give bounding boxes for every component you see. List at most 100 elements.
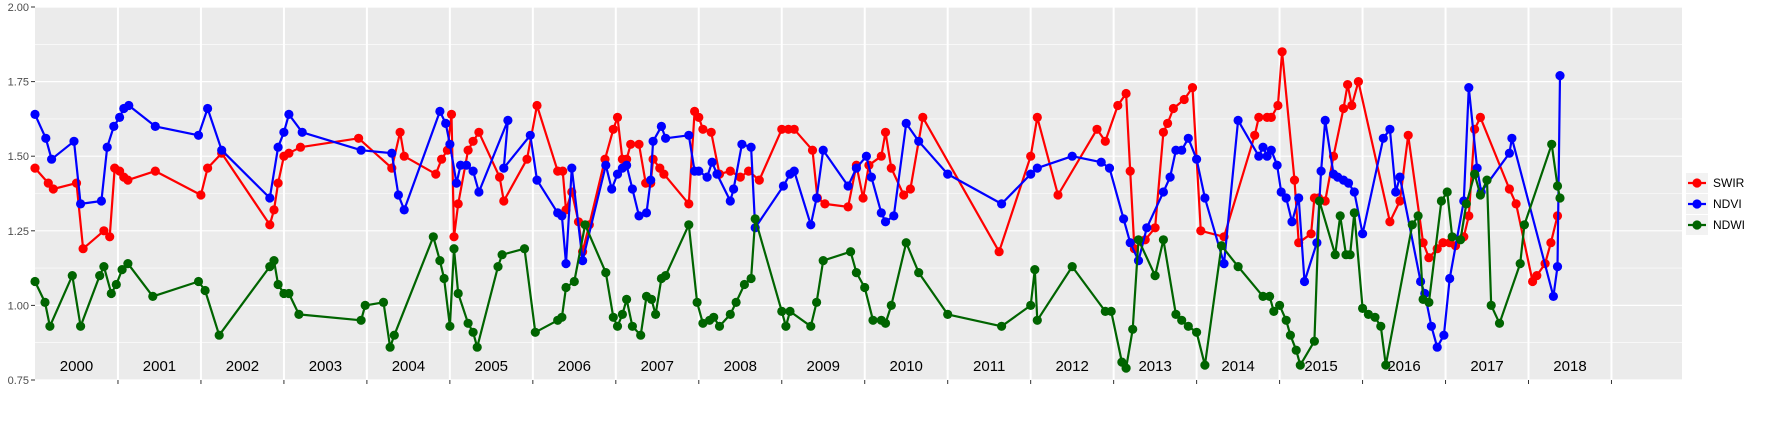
- data-point-ndwi: [1269, 306, 1279, 316]
- data-point-ndvi: [499, 163, 509, 173]
- data-point-ndvi: [1464, 83, 1474, 93]
- data-point-ndvi: [441, 118, 451, 128]
- year-label: 2007: [641, 358, 674, 375]
- data-point-ndvi: [627, 184, 638, 194]
- data-point-ndwi: [1177, 315, 1187, 325]
- data-point-swir: [1026, 151, 1036, 161]
- data-point-ndvi: [889, 211, 899, 221]
- data-point-ndwi: [1547, 139, 1557, 149]
- data-point-ndvi: [76, 199, 86, 209]
- data-point-ndvi: [725, 196, 735, 206]
- data-point-ndvi: [47, 154, 57, 164]
- data-point-ndvi: [1096, 157, 1106, 167]
- data-point-ndvi: [901, 118, 911, 128]
- data-point-ndvi: [1177, 145, 1187, 155]
- data-point-ndvi: [1200, 193, 1210, 203]
- data-point-ndvi: [1358, 229, 1368, 239]
- data-point-ndvi: [1416, 276, 1426, 287]
- y-tick-label: 1.00: [8, 300, 29, 312]
- data-point-ndvi: [1125, 238, 1135, 248]
- data-point-ndvi: [461, 160, 472, 170]
- data-point-ndvi: [1104, 163, 1115, 173]
- data-point-ndvi: [102, 142, 112, 152]
- series-group: [30, 47, 1565, 373]
- data-point-swir: [265, 220, 275, 230]
- data-point-ndvi: [1548, 291, 1558, 301]
- data-point-swir: [735, 172, 745, 182]
- data-point-swir: [1121, 88, 1131, 99]
- data-point-ndvi: [1165, 172, 1175, 182]
- data-point-ndwi: [1442, 187, 1452, 197]
- data-point-ndwi: [868, 315, 878, 325]
- data-point-ndvi: [789, 166, 799, 176]
- data-point-ndvi: [1320, 115, 1330, 125]
- data-point-ndvi: [96, 196, 106, 206]
- data-point-ndwi: [1455, 235, 1466, 245]
- data-point-ndwi: [997, 321, 1007, 331]
- data-point-ndvi: [737, 139, 747, 149]
- data-point-ndvi: [684, 130, 694, 140]
- data-point-ndvi: [1507, 133, 1517, 143]
- data-point-ndvi: [1445, 273, 1455, 284]
- data-point-ndwi: [1265, 291, 1275, 301]
- data-point-ndwi: [580, 220, 590, 230]
- data-point-ndwi: [428, 232, 438, 242]
- data-point-ndwi: [785, 306, 795, 316]
- data-point-swir: [1511, 199, 1521, 209]
- data-point-ndwi: [1291, 345, 1301, 355]
- data-point-ndwi: [269, 256, 279, 266]
- data-point-swir: [453, 199, 463, 209]
- year-label: 2016: [1387, 358, 1420, 375]
- data-point-ndvi: [532, 175, 542, 185]
- data-point-ndwi: [750, 214, 760, 224]
- data-point-swir: [1438, 238, 1448, 248]
- data-point-ndwi: [1314, 196, 1324, 206]
- data-point-ndvi: [1258, 142, 1268, 152]
- year-label: 2018: [1553, 358, 1586, 375]
- data-point-ndvi: [702, 172, 712, 182]
- data-point-ndwi: [1482, 175, 1492, 185]
- data-point-ndvi: [1385, 124, 1395, 134]
- year-label: 2001: [143, 358, 176, 375]
- data-point-swir: [1179, 94, 1189, 105]
- data-point-swir: [273, 178, 283, 188]
- data-point-ndwi: [1067, 262, 1077, 272]
- data-point-ndvi: [1287, 217, 1297, 227]
- data-point-swir: [1266, 112, 1276, 122]
- data-point-swir: [1532, 271, 1542, 281]
- data-point-ndvi: [1343, 178, 1354, 188]
- data-point-swir: [706, 127, 716, 137]
- data-point-ndvi: [356, 145, 366, 155]
- data-point-ndwi: [449, 244, 459, 254]
- data-point-ndvi: [1272, 160, 1282, 170]
- y-axis: 0.75 1.00 1.25 1.50 1.75 2.00: [8, 2, 1612, 387]
- data-point-ndwi: [530, 327, 540, 337]
- data-point-ndwi: [193, 276, 204, 287]
- data-point-ndwi: [1345, 250, 1355, 260]
- data-point-ndvi: [622, 160, 632, 170]
- data-point-ndwi: [356, 315, 366, 325]
- data-point-swir: [1470, 124, 1480, 134]
- data-point-ndwi: [1424, 297, 1434, 307]
- year-label: 2008: [724, 358, 757, 375]
- data-point-ndvi: [1032, 163, 1042, 173]
- y-tick-label: 1.25: [8, 226, 29, 238]
- data-point-ndwi: [385, 342, 395, 352]
- legend-label: NDVI: [1713, 197, 1742, 211]
- data-point-ndwi: [1133, 235, 1144, 245]
- data-point-ndvi: [279, 127, 289, 137]
- data-point-ndwi: [1447, 232, 1457, 242]
- data-point-ndvi: [150, 121, 160, 131]
- data-point-swir: [1053, 190, 1063, 200]
- data-point-ndvi: [1378, 133, 1388, 143]
- data-point-swir: [1158, 127, 1168, 137]
- data-point-ndwi: [1381, 360, 1391, 370]
- data-point-ndvi: [567, 163, 577, 173]
- data-point-ndvi: [694, 166, 704, 176]
- data-point-swir: [1424, 253, 1434, 263]
- data-point-ndwi: [886, 300, 896, 310]
- year-label: 2014: [1221, 358, 1254, 375]
- data-point-swir: [1277, 47, 1287, 57]
- data-point-ndwi: [1295, 360, 1305, 370]
- data-point-ndwi: [818, 256, 828, 266]
